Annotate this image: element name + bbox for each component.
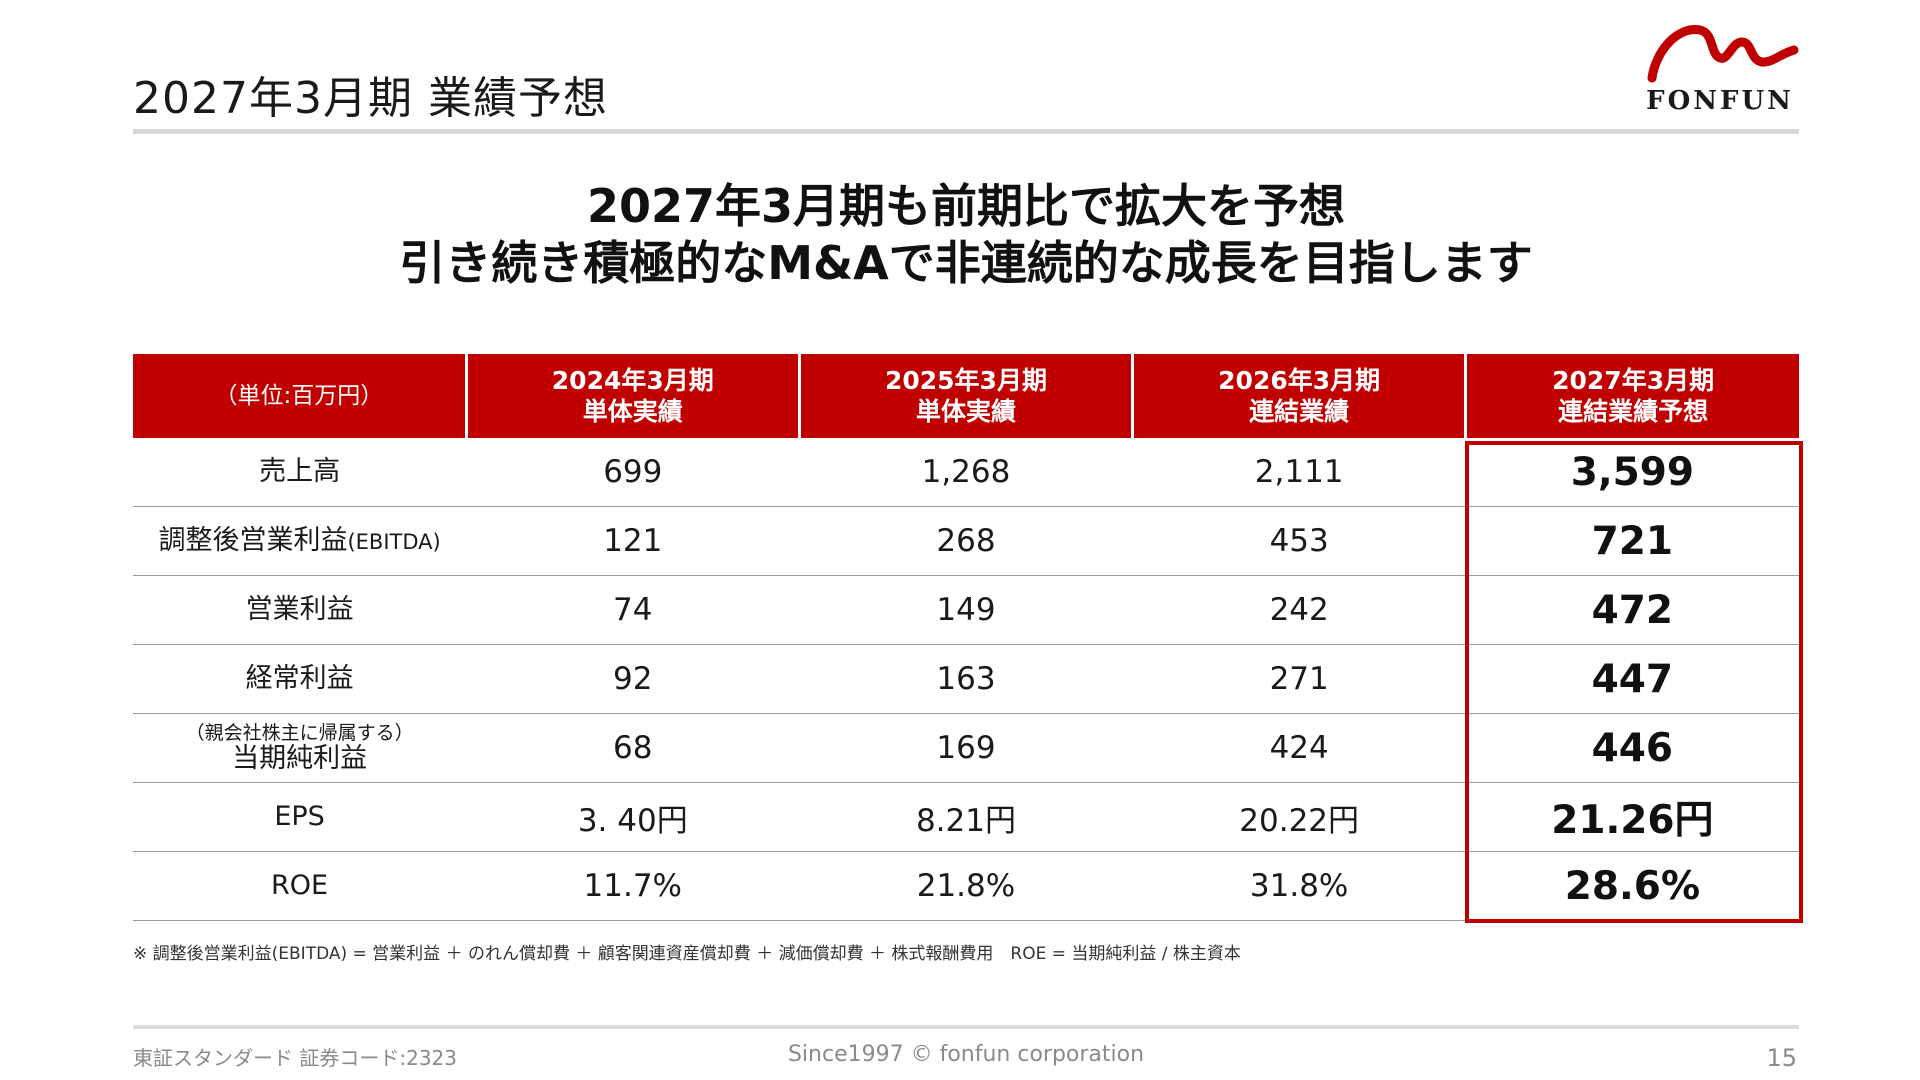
column-period: 2027年3月期 [1552,366,1715,395]
table-cell: 8.21円 [799,782,1133,852]
logo-wordmark: FONFUN [1646,86,1794,116]
slide-title: 2027年3月期 業績予想 [133,73,608,124]
forecast-cell: 28.6% [1465,851,1799,921]
table-cell: 169 [799,713,1133,783]
unit-label: （単位:百万円） [133,354,467,438]
forecast-cell: 447 [1465,644,1799,714]
logo-swoosh-icon [1647,25,1799,83]
row-label-text: 調整後営業利益 [158,524,348,556]
table-cell: 424 [1132,713,1466,783]
company-logo: FONFUN [1638,20,1802,120]
table-cell: 453 [1132,506,1466,576]
column-type: 単体実績 [915,397,1016,426]
row-label: 営業利益 [133,575,467,645]
table-cell: 163 [799,644,1133,714]
row-label-text: 経常利益 [245,663,354,694]
row-label-text: 営業利益 [245,594,354,625]
footer-divider [133,1025,1799,1029]
table-cell: 3. 40円 [466,782,800,852]
table-row: 売上高 699 1,268 2,111 3,599 [133,438,1799,507]
column-type: 連結業績 [1249,397,1350,426]
table-row: 経常利益 92 163 271 447 [133,644,1799,714]
table-cell: 699 [466,438,800,507]
column-type: 連結業績予想 [1558,397,1709,426]
table-row: 営業利益 74 149 242 472 [133,575,1799,645]
row-label-text: ROE [271,870,329,901]
footnote: ※ 調整後営業利益(EBITDA) = 営業利益 ＋ のれん償却費 ＋ 顧客関連… [133,944,1241,964]
headline: 2027年3月期も前期比で拡大を予想 引き続き積極的なM&Aで非連続的な成長を目… [133,178,1799,292]
forecast-cell: 21.26円 [1465,782,1799,852]
column-period: 2026年3月期 [1218,366,1381,395]
column-header: 2027年3月期 連結業績予想 [1464,354,1799,438]
title-divider [133,129,1799,134]
table-cell: 21.8% [799,851,1133,921]
column-period: 2024年3月期 [551,366,714,395]
table-cell: 2,111 [1132,438,1466,507]
page-number: 15 [1766,1044,1797,1072]
table-cell: 20.22円 [1132,782,1466,852]
forecast-table: （単位:百万円） 2024年3月期 単体実績 2025年3月期 単体実績 2026年… [133,354,1799,921]
forecast-cell: 472 [1465,575,1799,645]
table-cell: 121 [466,506,800,576]
row-label: 調整後営業利益(EBITDA) [133,506,467,576]
column-type: 単体実績 [582,397,683,426]
table-cell: 31.8% [1132,851,1466,921]
row-label-sub: （親会社株主に帰属する） [185,722,414,744]
table-cell: 68 [466,713,800,783]
table-cell: 74 [466,575,800,645]
headline-line-1: 2027年3月期も前期比で拡大を予想 [586,179,1346,233]
row-label: EPS [133,782,467,852]
column-header: 2025年3月期 単体実績 [797,354,1133,438]
table-cell: 149 [799,575,1133,645]
row-label-text: 売上高 [259,456,341,487]
table-cell: 268 [799,506,1133,576]
row-label: ROE [133,851,467,921]
row-label: （親会社株主に帰属する） 当期純利益 [133,713,467,783]
column-period: 2025年3月期 [884,366,1047,395]
copyright: Since1997 © fonfun corporation [787,1042,1145,1067]
row-label-text: 当期純利益 [232,743,368,774]
stock-code: 東証スタンダード 証券コード:2323 [133,1046,457,1070]
forecast-cell: 446 [1465,713,1799,783]
table-row: （親会社株主に帰属する） 当期純利益 68 169 424 446 [133,713,1799,783]
forecast-cell: 721 [1465,506,1799,576]
row-label: 売上高 [133,438,467,507]
row-label-suffix: (EBITDA) [347,529,441,554]
table-cell: 271 [1132,644,1466,714]
forecast-cell: 3,599 [1465,438,1799,507]
table-cell: 1,268 [799,438,1133,507]
row-label-text: EPS [274,801,325,832]
table-cell: 92 [466,644,800,714]
row-label: 経常利益 [133,644,467,714]
table-header-row: （単位:百万円） 2024年3月期 単体実績 2025年3月期 単体実績 2026年… [133,354,1799,438]
headline-line-2: 引き続き積極的なM&Aで非連続的な成長を目指します [399,236,1533,290]
table-cell: 11.7% [466,851,800,921]
column-header: 2026年3月期 連結業績 [1131,354,1466,438]
table-row: ROE 11.7% 21.8% 31.8% 28.6% [133,851,1799,921]
table-row: EPS 3. 40円 8.21円 20.22円 21.26円 [133,782,1799,852]
column-header: 2024年3月期 単体実績 [464,354,800,438]
table-row: 調整後営業利益(EBITDA) 121 268 453 721 [133,506,1799,576]
table-cell: 242 [1132,575,1466,645]
